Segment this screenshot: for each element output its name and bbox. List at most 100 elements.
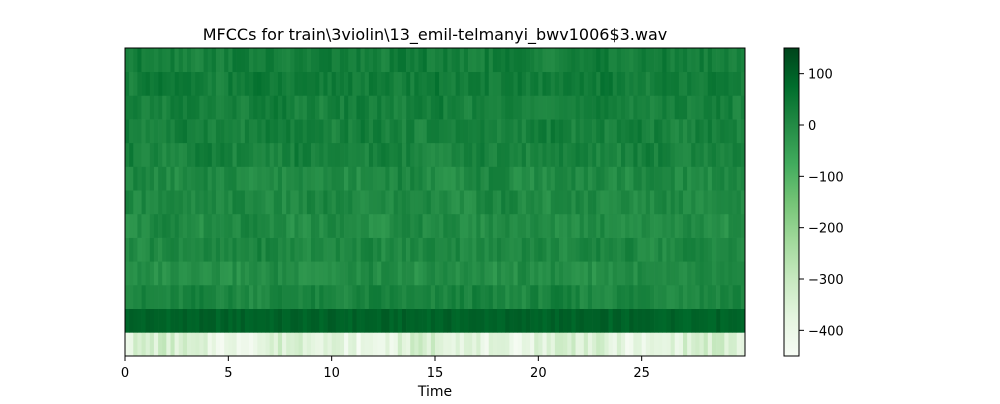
heatmap-cell [699,213,705,238]
heatmap-cell [133,190,138,215]
heatmap-cell [220,95,225,120]
heatmap-cell [654,95,659,120]
heatmap-cell [439,332,444,357]
heatmap-cell [414,261,419,286]
heatmap-cell [567,142,572,167]
heatmap-cell [220,119,225,144]
heatmap-cell [530,190,535,215]
heatmap-cell [253,119,258,144]
heatmap-cell [683,190,688,215]
heatmap-cell [497,332,502,357]
heatmap-cell [691,142,696,167]
heatmap-cell [129,332,134,357]
heatmap-cell [546,261,552,286]
heatmap-cell [633,166,638,191]
heatmap-cell [129,142,134,167]
heatmap-cell [687,119,692,144]
heatmap-cell [587,142,593,167]
heatmap-cell [257,332,262,357]
heatmap-cell [282,166,287,191]
heatmap-cell [220,213,225,238]
heatmap-cell [699,119,705,144]
heatmap-cell [215,213,221,238]
heatmap-cell [443,308,448,333]
heatmap-cell [430,71,436,96]
heatmap-cell [422,213,428,238]
heatmap-cell [583,71,589,96]
heatmap-cell [306,119,312,144]
heatmap-cell [645,95,651,120]
heatmap-cell [253,213,258,238]
heatmap-cell [662,213,667,238]
heatmap-cell [637,142,643,167]
heatmap-cell [583,190,589,215]
heatmap-cell [699,142,705,167]
heatmap-cell [282,119,287,144]
heatmap-cell [368,119,374,144]
heatmap-cell [182,308,188,333]
heatmap-cell [509,119,514,144]
heatmap-cell [377,284,382,309]
heatmap-cell [211,190,217,215]
heatmap-cell [563,119,568,144]
heatmap-cell [306,48,312,73]
heatmap-cell [306,95,312,120]
heatmap-cell [587,119,593,144]
heatmap-cell [327,166,333,191]
heatmap-cell [393,190,399,215]
heatmap-cell [513,261,519,286]
heatmap-cell [294,190,299,215]
heatmap-cell [703,213,709,238]
heatmap-cell [468,284,473,309]
heatmap-cell [149,237,155,262]
heatmap-cell [153,71,159,96]
heatmap-cell [178,48,184,73]
heatmap-cell [604,261,609,286]
heatmap-cell [621,332,626,357]
heatmap-cell [687,213,692,238]
heatmap-cell [207,48,213,73]
heatmap-cell [699,308,705,333]
heatmap-cell [732,237,738,262]
heatmap-cell [277,308,283,333]
heatmap-cell [463,190,469,215]
heatmap-cell [401,284,407,309]
heatmap-cell [203,190,209,215]
heatmap-cell [182,237,188,262]
heatmap-cell [579,190,585,215]
heatmap-cell [546,119,552,144]
heatmap-cell [587,71,593,96]
heatmap-cell [319,95,324,120]
heatmap-cell [373,95,378,120]
heatmap-cell [583,261,589,286]
heatmap-cell [674,284,680,309]
heatmap-cell [286,142,291,167]
heatmap-cell [348,213,353,238]
heatmap-cell [232,332,237,357]
heatmap-cell [348,284,353,309]
heatmap-cell [455,48,461,73]
heatmap-cell [538,71,543,96]
heatmap-cell [579,332,585,357]
heatmap-cell [389,95,395,120]
heatmap-cell [439,119,444,144]
heatmap-cell [149,166,155,191]
heatmap-cell [253,166,258,191]
heatmap-cell [215,261,221,286]
heatmap-cell [133,284,138,309]
heatmap-cell [249,95,254,120]
heatmap-cell [249,190,254,215]
heatmap-cell [629,71,634,96]
heatmap-cell [199,48,204,73]
heatmap-cell [724,332,729,357]
heatmap-cell [497,48,502,73]
heatmap-cell [703,142,709,167]
heatmap-cell [182,332,188,357]
heatmap-cell [447,71,452,96]
heatmap-cell [579,95,585,120]
heatmap-cell [261,166,266,191]
heatmap-cell [215,119,221,144]
heatmap-cell [199,95,204,120]
heatmap-cell [621,284,626,309]
heatmap-cell [203,71,209,96]
